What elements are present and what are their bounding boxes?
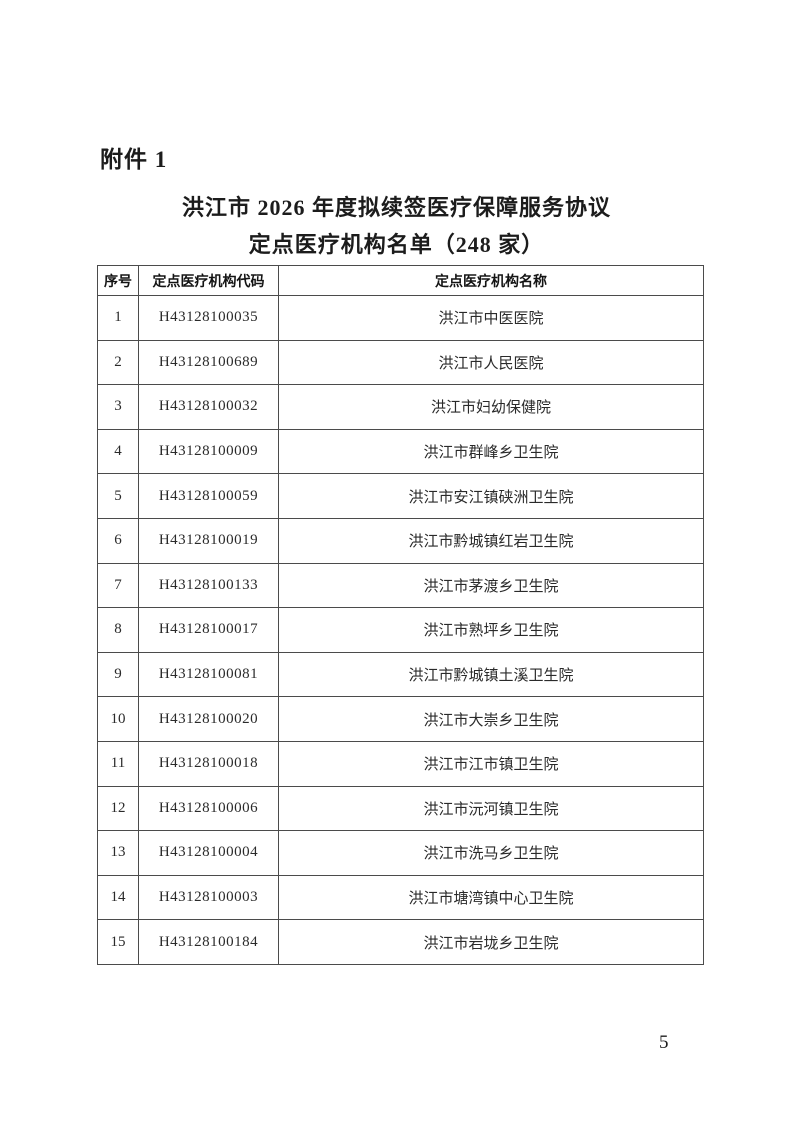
cell-name: 洪江市洗马乡卫生院	[278, 830, 704, 876]
document-title-line1: 洪江市 2026 年度拟续签医疗保障服务协议	[181, 195, 611, 220]
table-row: 6 H43128100019 洪江市黔城镇红岩卫生院	[97, 517, 704, 564]
cell-no: 14	[97, 874, 139, 921]
header-cell-code: 定点医疗机构代码	[138, 265, 279, 296]
table-row: 11 H43128100018 洪江市江市镇卫生院	[97, 740, 704, 787]
table-row: 1 H43128100035 洪江市中医医院	[97, 295, 704, 341]
cell-code: H43128100004	[138, 830, 279, 876]
cell-code: H43128100081	[138, 651, 279, 698]
document-title-line2: 定点医疗机构名单（248 家）	[248, 232, 545, 257]
cell-code: H43128100019	[138, 517, 279, 564]
table-row: 12 H43128100006 洪江市沅河镇卫生院	[97, 785, 704, 832]
cell-code: H43128100035	[138, 295, 279, 341]
table-row: 9 H43128100081 洪江市黔城镇土溪卫生院	[97, 651, 704, 698]
cell-code: H43128100020	[138, 696, 279, 742]
cell-no: 12	[97, 785, 139, 832]
cell-no: 9	[97, 651, 139, 698]
table-row: 2 H43128100689 洪江市人民医院	[97, 339, 704, 386]
table-header-row: 序号 定点医疗机构代码 定点医疗机构名称	[97, 265, 704, 296]
cell-no: 13	[97, 830, 139, 876]
header-cell-name: 定点医疗机构名称	[278, 265, 704, 296]
cell-code: H43128100059	[138, 473, 279, 519]
cell-no: 10	[97, 696, 139, 742]
table-row: 15 H43128100184 洪江市岩垅乡卫生院	[97, 919, 704, 965]
cell-no: 6	[97, 517, 139, 564]
table-row: 7 H43128100133 洪江市茅渡乡卫生院	[97, 562, 704, 609]
cell-no: 11	[97, 740, 139, 787]
table-row: 8 H43128100017 洪江市熟坪乡卫生院	[97, 607, 704, 653]
table-row: 5 H43128100059 洪江市安江镇硖洲卫生院	[97, 473, 704, 519]
cell-name: 洪江市岩垅乡卫生院	[278, 919, 704, 965]
cell-no: 8	[97, 607, 139, 653]
cell-no: 5	[97, 473, 139, 519]
table-body: 1 H43128100035 洪江市中医医院 2 H43128100689 洪江市人民医院…	[97, 295, 704, 965]
cell-name: 洪江市安江镇硖洲卫生院	[278, 473, 704, 519]
cell-name: 洪江市塘湾镇中心卫生院	[278, 874, 704, 921]
cell-name: 洪江市沅河镇卫生院	[278, 785, 704, 832]
table-row: 10 H43128100020 洪江市大崇乡卫生院	[97, 696, 704, 742]
cell-no: 2	[97, 339, 139, 386]
cell-code: H43128100018	[138, 740, 279, 787]
cell-code: H43128100017	[138, 607, 279, 653]
cell-no: 3	[97, 384, 139, 430]
cell-code: H43128100133	[138, 562, 279, 609]
cell-name: 洪江市茅渡乡卫生院	[278, 562, 704, 609]
cell-no: 1	[97, 295, 139, 341]
cell-name: 洪江市江市镇卫生院	[278, 740, 704, 787]
cell-name: 洪江市黔城镇红岩卫生院	[278, 517, 704, 564]
cell-code: H43128100009	[138, 428, 279, 475]
table-header: 序号 定点医疗机构代码 定点医疗机构名称	[97, 265, 704, 296]
cell-code: H43128100003	[138, 874, 279, 921]
attachment-label: 附件 1	[100, 147, 168, 172]
table-row: 3 H43128100032 洪江市妇幼保健院	[97, 384, 704, 430]
cell-code: H43128100689	[138, 339, 279, 386]
cell-name: 洪江市妇幼保健院	[278, 384, 704, 430]
cell-name: 洪江市中医医院	[278, 295, 704, 341]
cell-name: 洪江市群峰乡卫生院	[278, 428, 704, 475]
cell-name: 洪江市黔城镇土溪卫生院	[278, 651, 704, 698]
table-row: 4 H43128100009 洪江市群峰乡卫生院	[97, 428, 704, 475]
cell-code: H43128100006	[138, 785, 279, 832]
table-row: 14 H43128100003 洪江市塘湾镇中心卫生院	[97, 874, 704, 921]
page-number: 5	[659, 1032, 669, 1053]
cell-code: H43128100184	[138, 919, 279, 965]
cell-code: H43128100032	[138, 384, 279, 430]
cell-no: 7	[97, 562, 139, 609]
table-row: 13 H43128100004 洪江市洗马乡卫生院	[97, 830, 704, 876]
cell-no: 15	[97, 919, 139, 965]
cell-no: 4	[97, 428, 139, 475]
cell-name: 洪江市大崇乡卫生院	[278, 696, 704, 742]
cell-name: 洪江市熟坪乡卫生院	[278, 607, 704, 653]
institutions-table: 序号 定点医疗机构代码 定点医疗机构名称 1 H43128100035 洪江市中医医…	[97, 265, 704, 965]
header-cell-no: 序号	[97, 265, 139, 296]
cell-name: 洪江市人民医院	[278, 339, 704, 386]
